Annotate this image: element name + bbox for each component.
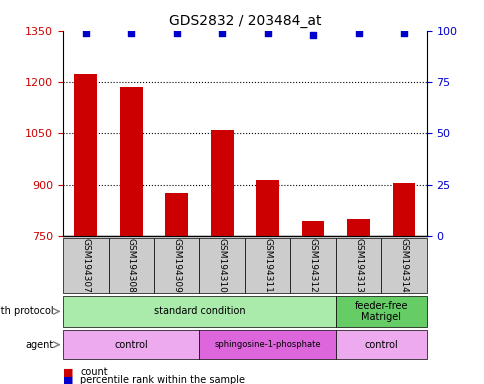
Bar [392,183,415,236]
Text: GSM194314: GSM194314 [399,238,408,293]
Bar [120,87,142,236]
Point [354,30,362,36]
Text: ■: ■ [62,367,73,377]
Text: GSM194307: GSM194307 [81,238,90,293]
Text: control: control [363,339,397,350]
Bar [347,219,369,236]
Point [218,30,226,36]
Point [172,30,180,36]
Point [82,30,90,36]
Title: GDS2832 / 203484_at: GDS2832 / 203484_at [168,14,320,28]
Text: percentile rank within the sample: percentile rank within the sample [80,375,244,384]
Text: growth protocol: growth protocol [0,306,53,316]
Bar [256,180,278,236]
Text: GSM194313: GSM194313 [353,238,363,293]
Text: control: control [114,339,148,350]
Point [399,30,407,36]
Bar [165,194,188,236]
Text: standard condition: standard condition [153,306,245,316]
Text: ■: ■ [62,375,73,384]
Text: GSM194308: GSM194308 [126,238,136,293]
Text: GSM194309: GSM194309 [172,238,181,293]
Text: GSM194312: GSM194312 [308,238,317,293]
Bar [301,221,324,236]
Text: GSM194310: GSM194310 [217,238,226,293]
Point [309,32,317,38]
Bar [211,130,233,236]
Text: feeder-free
Matrigel: feeder-free Matrigel [354,301,407,322]
Point [263,30,271,36]
Text: GSM194311: GSM194311 [263,238,272,293]
Point [127,30,135,36]
Bar [74,73,97,236]
Text: count: count [80,367,107,377]
Text: sphingosine-1-phosphate: sphingosine-1-phosphate [214,340,320,349]
Text: agent: agent [25,339,53,350]
